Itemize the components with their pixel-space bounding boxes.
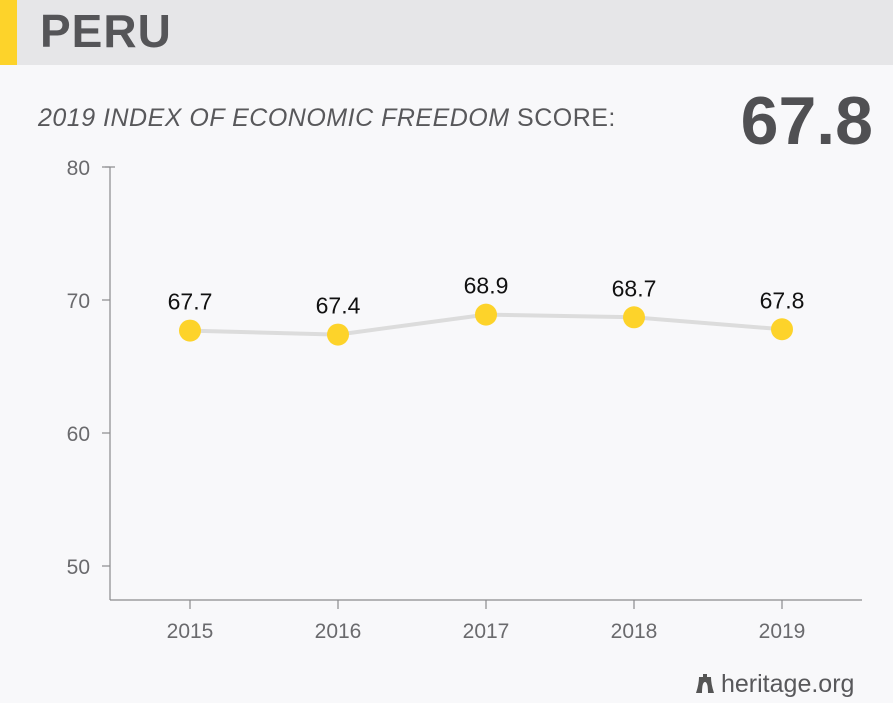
data-label: 67.4	[316, 293, 361, 319]
header: PERU	[0, 0, 893, 65]
x-tick-label: 2017	[463, 620, 510, 643]
y-tick-label: 80	[67, 157, 90, 180]
data-point	[771, 318, 793, 341]
liberty-bell-icon	[696, 673, 714, 693]
x-tick-label: 2019	[759, 620, 806, 643]
caption-italic: 2019 INDEX OF ECONOMIC FREEDOM	[38, 104, 510, 132]
score-caption: 2019 INDEX OF ECONOMIC FREEDOM SCORE:	[38, 104, 616, 133]
y-tick-label: 60	[67, 423, 90, 446]
y-tick-label: 50	[67, 556, 90, 579]
data-label: 67.8	[760, 287, 805, 313]
overall-score: 67.8	[740, 83, 873, 159]
data-label: 68.7	[612, 275, 657, 301]
logo-text: heritage.org	[721, 670, 855, 698]
x-tick-label: 2016	[315, 620, 362, 643]
heritage-logo[interactable]: heritage.org	[695, 670, 854, 699]
country-title: PERU	[40, 5, 172, 57]
x-tick-label: 2018	[611, 620, 658, 643]
y-tick-label: 70	[67, 290, 90, 313]
data-point	[327, 323, 349, 346]
data-point	[475, 303, 497, 326]
data-point	[623, 306, 645, 329]
accent-bar	[0, 0, 17, 65]
data-point	[179, 319, 201, 342]
data-label: 67.7	[168, 289, 213, 315]
caption-rest: SCORE:	[509, 104, 616, 132]
x-tick-label: 2015	[167, 620, 214, 643]
data-label: 68.9	[464, 273, 509, 299]
